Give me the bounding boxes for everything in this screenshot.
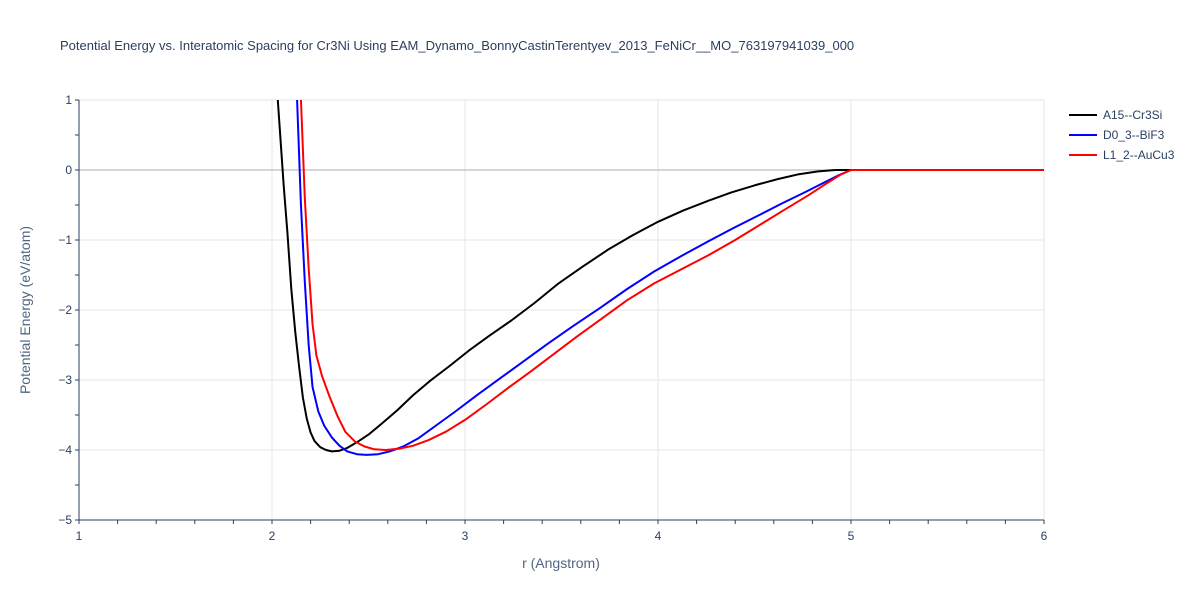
chart-title: Potential Energy vs. Interatomic Spacing…	[60, 38, 854, 53]
y-tick-label: −1	[58, 233, 72, 247]
x-tick-label: 3	[462, 529, 469, 543]
x-tick-label: 4	[655, 529, 662, 543]
y-tick-label: 1	[65, 93, 72, 107]
legend-label: D0_3--BiF3	[1103, 128, 1165, 142]
legend: A15--Cr3Si D0_3--BiF3 L1_2--AuCu3	[1069, 108, 1175, 162]
series-line	[296, 99, 1044, 456]
y-tick-label: −4	[58, 443, 72, 457]
legend-label: A15--Cr3Si	[1103, 108, 1162, 122]
series-lines	[276, 99, 1044, 456]
y-axis-title: Potential Energy (eV/atom)	[17, 226, 33, 394]
x-tick-label: 6	[1041, 529, 1048, 543]
x-tick-labels: 1 2 3 4 5 6	[76, 529, 1048, 543]
y-tick-label: −2	[58, 303, 72, 317]
legend-label: L1_2--AuCu3	[1103, 148, 1175, 162]
x-axis-title: r (Angstrom)	[522, 555, 600, 571]
x-tick-label: 2	[269, 529, 276, 543]
y-tick-label: −3	[58, 373, 72, 387]
y-tick-label: −5	[58, 513, 72, 527]
y-tick-labels: 1 0 −1 −2 −3 −4 −5	[58, 93, 72, 527]
x-tick-label: 5	[848, 529, 855, 543]
series-line	[276, 99, 1044, 453]
grid	[79, 99, 1045, 520]
x-tick-label: 1	[76, 529, 83, 543]
minor-ticks	[75, 99, 1045, 524]
y-tick-label: 0	[65, 163, 72, 177]
series-line	[299, 99, 1044, 451]
